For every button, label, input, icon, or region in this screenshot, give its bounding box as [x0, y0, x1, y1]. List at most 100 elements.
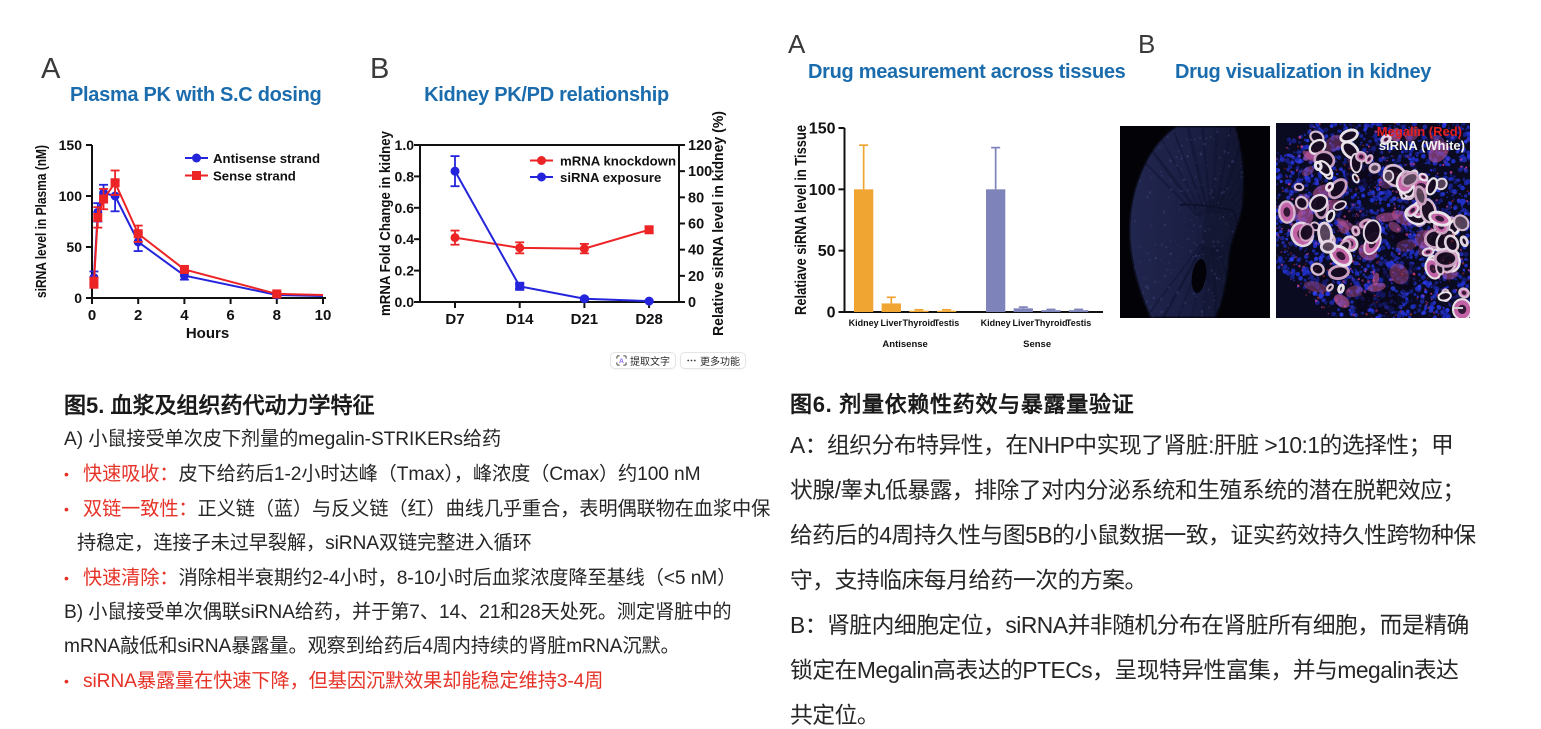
nucleus-dot — [1390, 282, 1393, 285]
red-speck — [1387, 261, 1389, 263]
nucleus-dot — [1417, 266, 1421, 271]
nucleus-dot — [1356, 199, 1362, 205]
nucleus-dot — [1299, 151, 1302, 154]
nucleus-dot — [1432, 140, 1436, 144]
pink-blob — [1388, 221, 1402, 233]
nucleus-dot — [1358, 132, 1361, 134]
nucleus-dot — [1417, 233, 1421, 237]
red-speck — [1311, 289, 1313, 291]
texture-dot — [1201, 240, 1205, 243]
nucleus-dot — [1427, 305, 1433, 311]
nucleus-dot — [1452, 197, 1455, 201]
texture-dot — [1207, 228, 1211, 231]
nucleus-dot — [1414, 157, 1419, 163]
texture-dot — [1213, 245, 1216, 248]
texture-dot — [1156, 179, 1159, 181]
nucleus-dot — [1290, 170, 1295, 175]
megalin-speck — [1450, 206, 1453, 208]
nucleus-dot — [1351, 276, 1354, 278]
texture-dot — [1139, 277, 1141, 279]
caption-line: 共定位。 — [790, 693, 1510, 729]
pink-blob — [1302, 166, 1315, 177]
nucleus-dot — [1411, 300, 1413, 302]
nucleus-dot — [1409, 153, 1412, 156]
nucleus-dot — [1371, 123, 1375, 126]
nucleus-dot — [1467, 276, 1470, 280]
texture-dot — [1180, 158, 1182, 160]
nucleus-dot — [1279, 176, 1282, 179]
red-speck — [1410, 313, 1413, 315]
nucleus-dot — [1438, 278, 1441, 281]
nucleus-dot — [1403, 144, 1406, 147]
nucleus-dot — [1362, 273, 1366, 276]
nucleus-dot — [1372, 215, 1376, 219]
megalin-speck — [1432, 311, 1435, 314]
nucleus-dot — [1458, 183, 1462, 188]
megalin-speck — [1425, 302, 1428, 306]
nucleus-dot — [1465, 283, 1469, 288]
texture-dot — [1202, 183, 1204, 186]
nucleus-dot — [1403, 134, 1405, 137]
nucleus-dot — [1365, 143, 1369, 147]
nucleus-dot — [1399, 210, 1404, 215]
tubule — [1437, 291, 1452, 302]
nucleus-dot — [1456, 178, 1461, 183]
series-line — [454, 170, 650, 303]
texture-dot — [1172, 309, 1174, 311]
megalin-speck — [1292, 155, 1294, 157]
nucleus-dot — [1418, 304, 1422, 308]
nucleus-dot — [1302, 285, 1307, 290]
nucleus-dot — [1315, 124, 1320, 128]
nucleus-dot — [1466, 131, 1470, 136]
texture-streak — [1159, 245, 1205, 318]
texture-dot — [1201, 210, 1203, 212]
texture-dot — [1199, 136, 1202, 140]
nucleus-dot — [1438, 202, 1441, 205]
nucleus-dot — [1393, 310, 1398, 315]
nucleus-dot — [1427, 286, 1431, 289]
megalin-speck — [1393, 204, 1396, 207]
megalin-speck — [1372, 272, 1375, 275]
texture-dot — [1219, 255, 1222, 258]
red-speck — [1337, 145, 1340, 148]
dot — [693, 359, 696, 362]
nucleus-dot — [1276, 151, 1280, 155]
nucleus-dot — [1323, 301, 1328, 305]
megalin-speck — [1431, 298, 1433, 301]
nucleus-dot — [1432, 300, 1437, 305]
texture-dot — [1148, 258, 1152, 262]
nucleus-dot — [1357, 191, 1360, 194]
x-tick-label: D14 — [506, 311, 534, 328]
nucleus-dot — [1313, 283, 1316, 287]
right-tick-label: 120 — [688, 138, 712, 154]
megalin-speck — [1357, 214, 1360, 217]
nucleus-dot — [1306, 167, 1310, 171]
megalin-speck — [1314, 242, 1318, 245]
texture-dot — [1162, 209, 1165, 212]
megalin-speck — [1397, 197, 1399, 199]
texture-dot — [1174, 150, 1176, 152]
red-speck — [1343, 255, 1346, 257]
megalin-speck — [1305, 253, 1308, 256]
more-features-button[interactable]: 更多功能 — [680, 352, 746, 369]
nucleus-dot — [1414, 252, 1419, 257]
texture-dot — [1167, 261, 1171, 264]
texture-dot — [1155, 195, 1157, 197]
texture-dot — [1240, 175, 1243, 179]
megalin-speck — [1436, 172, 1439, 175]
nucleus-dot — [1462, 178, 1465, 181]
nucleus-dot — [1330, 136, 1335, 141]
texture-dot — [1167, 196, 1170, 199]
tubule-lumen — [1435, 215, 1445, 222]
texture-dot — [1210, 190, 1213, 193]
red-speck — [1414, 174, 1417, 176]
nucleus-dot — [1354, 295, 1359, 300]
red-speck — [1319, 183, 1321, 185]
nucleus-dot — [1389, 127, 1392, 129]
texture-dot — [1146, 252, 1150, 255]
nucleus-dot — [1407, 134, 1413, 140]
extract-text-button[interactable]: A 提取文字 — [610, 352, 676, 369]
nucleus-dot — [1390, 145, 1395, 150]
nucleus-dot — [1379, 196, 1382, 198]
